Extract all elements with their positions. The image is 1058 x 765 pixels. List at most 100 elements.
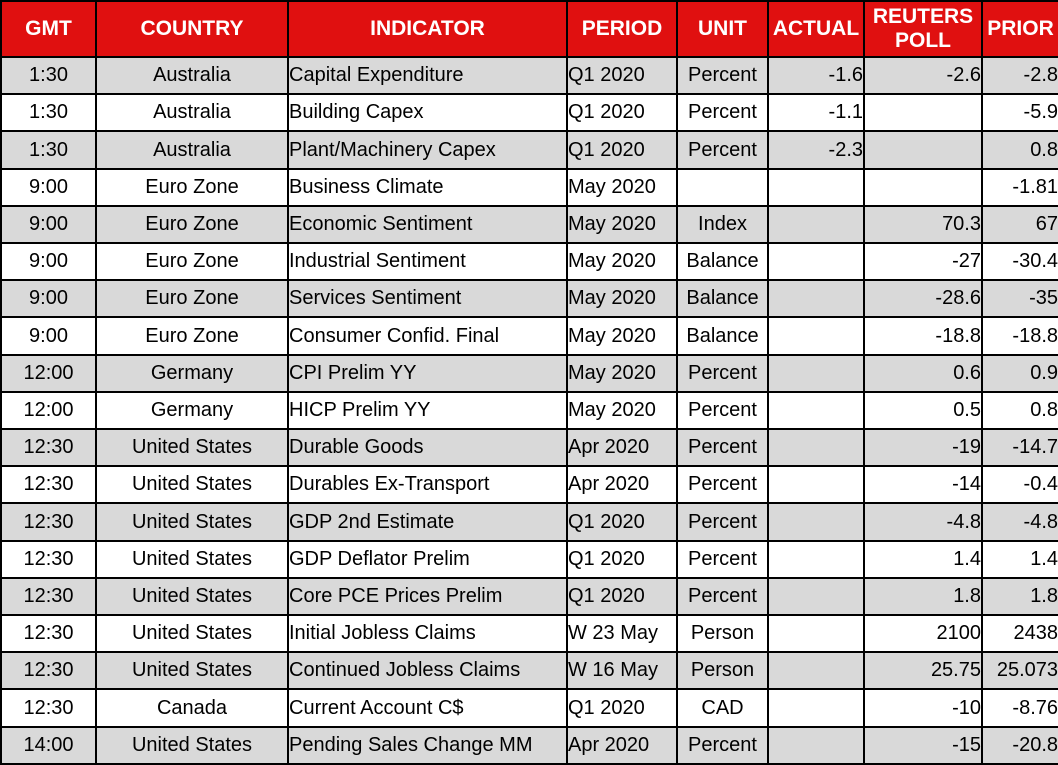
cell-unit: Percent [676,576,769,617]
cell-prior: -0.4 [981,465,1058,505]
cell-period: Q1 2020 [566,130,678,170]
cell-country: United States [95,428,289,468]
cell-period: Apr 2020 [566,428,678,468]
table-row: 1:30 Australia Plant/Machinery Capex Q1 202… [0,130,1058,170]
cell-reuters-poll: -10 [863,688,983,728]
table-row: 1:30 Australia Building Capex Q1 2020 Percen… [0,93,1058,133]
table-row: 9:00 Euro Zone Consumer Confid. Final May 2… [0,316,1058,356]
table-body: 1:30 Australia Capital Expenditure Q1 2020 P… [0,55,1058,765]
header-indicator: INDICATOR [287,0,568,58]
cell-reuters-poll: 1.8 [863,576,983,617]
cell-prior: -14.7 [981,428,1058,468]
cell-prior: -4.8 [981,502,1058,542]
cell-period: Q1 2020 [566,688,678,728]
cell-unit: Percent [676,353,769,393]
cell-indicator: Capital Expenditure [287,55,568,96]
cell-indicator: HICP Prelim YY [287,390,568,431]
cell-reuters-poll: 25.75 [863,651,983,691]
cell-unit: Balance [676,279,769,319]
cell-period: May 2020 [566,204,678,245]
cell-period: Q1 2020 [566,539,678,579]
cell-indicator: Durable Goods [287,428,568,468]
cell-actual [767,614,865,654]
cell-gmt: 12:30 [0,614,97,654]
cell-prior: 1.4 [981,539,1058,579]
cell-country: Germany [95,390,289,431]
cell-gmt: 12:30 [0,428,97,468]
cell-actual [767,390,865,431]
cell-country: Australia [95,93,289,133]
cell-indicator: Plant/Machinery Capex [287,130,568,170]
cell-country: Euro Zone [95,316,289,356]
cell-actual [767,279,865,319]
cell-gmt: 9:00 [0,167,97,207]
table-row: 12:30 United States Durable Goods Apr 2020 P… [0,428,1058,468]
cell-country: United States [95,651,289,691]
cell-actual [767,428,865,468]
cell-prior: -20.8 [981,725,1058,765]
cell-indicator: Initial Jobless Claims [287,614,568,654]
table-row: 9:00 Euro Zone Business Climate May 2020 -1.… [0,167,1058,207]
table-row: 12:30 United States GDP 2nd Estimate Q1 202… [0,502,1058,542]
cell-unit: Percent [676,93,769,133]
cell-gmt: 12:30 [0,651,97,691]
header-unit: UNIT [676,0,769,58]
cell-actual [767,204,865,245]
cell-indicator: CPI Prelim YY [287,353,568,393]
cell-gmt: 1:30 [0,130,97,170]
table-row: 12:30 United States GDP Deflator Prelim Q1 … [0,539,1058,579]
header-reuters-poll: REUTERS POLL [863,0,983,58]
cell-unit: Percent [676,130,769,170]
cell-prior: 25.073 [981,651,1058,691]
cell-country: Euro Zone [95,167,289,207]
cell-unit: Percent [676,390,769,431]
cell-indicator: Industrial Sentiment [287,242,568,282]
cell-unit: Percent [676,428,769,468]
table-row: 12:00 Germany HICP Prelim YY May 2020 Percen… [0,390,1058,431]
cell-prior: -35 [981,279,1058,319]
cell-country: United States [95,576,289,617]
cell-gmt: 12:00 [0,390,97,431]
table-row: 9:00 Euro Zone Economic Sentiment May 2020 I… [0,204,1058,245]
cell-reuters-poll: -15 [863,725,983,765]
cell-gmt: 12:30 [0,502,97,542]
table-row: 12:30 United States Core PCE Prices Prelim… [0,576,1058,617]
cell-actual [767,465,865,505]
cell-country: United States [95,502,289,542]
cell-unit: Balance [676,316,769,356]
cell-country: Euro Zone [95,204,289,245]
cell-actual: -1.1 [767,93,865,133]
cell-period: Q1 2020 [566,93,678,133]
cell-prior: -8.76 [981,688,1058,728]
cell-gmt: 1:30 [0,93,97,133]
cell-reuters-poll: -19 [863,428,983,468]
cell-country: United States [95,539,289,579]
cell-reuters-poll: 1.4 [863,539,983,579]
table-row: 12:30 Canada Current Account C$ Q1 2020 CAD -… [0,688,1058,728]
cell-prior: -18.8 [981,316,1058,356]
cell-indicator: Continued Jobless Claims [287,651,568,691]
cell-actual: -2.3 [767,130,865,170]
header-prior: PRIOR [981,0,1058,58]
cell-reuters-poll: -28.6 [863,279,983,319]
cell-unit: Person [676,651,769,691]
cell-indicator: Pending Sales Change MM [287,725,568,765]
cell-prior: -5.9 [981,93,1058,133]
cell-prior: 0.8 [981,390,1058,431]
cell-period: May 2020 [566,390,678,431]
cell-gmt: 9:00 [0,204,97,245]
cell-period: Q1 2020 [566,502,678,542]
header-row: GMT COUNTRY INDICATOR PERIOD UNIT ACTUAL… [0,0,1058,58]
table-row: 12:30 United States Initial Jobless Claims… [0,614,1058,654]
cell-reuters-poll: -27 [863,242,983,282]
cell-country: Euro Zone [95,279,289,319]
cell-gmt: 1:30 [0,55,97,96]
cell-actual [767,502,865,542]
header-gmt: GMT [0,0,97,58]
cell-indicator: Services Sentiment [287,279,568,319]
cell-indicator: Consumer Confid. Final [287,316,568,356]
cell-reuters-poll: -18.8 [863,316,983,356]
cell-unit: Percent [676,55,769,96]
cell-gmt: 12:00 [0,353,97,393]
